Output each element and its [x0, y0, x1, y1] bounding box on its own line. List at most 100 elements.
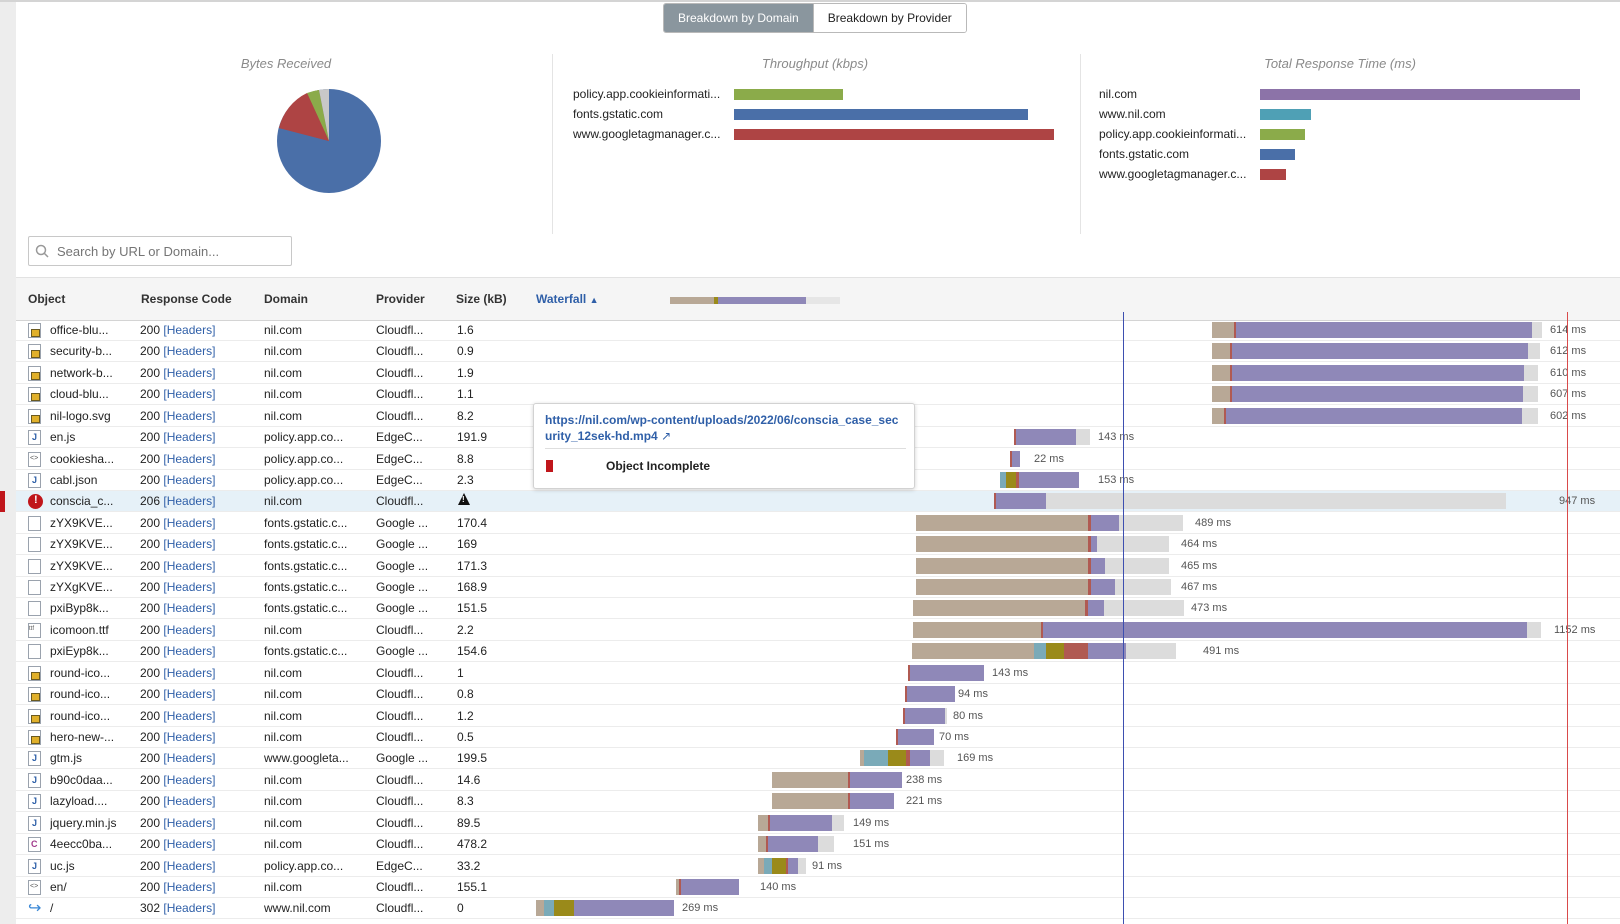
table-row[interactable]: office-blu... 200 [Headers] nil.com Cloudfl… [16, 320, 1620, 341]
headers-link[interactable]: [Headers] [163, 430, 216, 445]
throughput-bar[interactable] [734, 129, 1054, 140]
search-input[interactable] [55, 242, 275, 260]
waterfall-bar[interactable] [772, 771, 902, 788]
col-size[interactable]: Size (kB) [456, 292, 507, 306]
waterfall-bar[interactable] [772, 793, 894, 810]
breakdown-by-provider-button[interactable]: Breakdown by Provider [812, 4, 966, 32]
object-name[interactable]: pxiByp8k... [50, 601, 109, 616]
table-row[interactable]: / 302 [Headers] www.nil.com Cloudfl... 0 269 … [16, 898, 1620, 920]
object-name[interactable]: zYXgKVE... [50, 580, 113, 595]
waterfall-bar[interactable] [896, 728, 934, 745]
table-row[interactable]: security-b... 200 [Headers] nil.com Cloudfl… [16, 341, 1620, 363]
object-name[interactable]: zYX9KVE... [50, 537, 113, 552]
headers-link[interactable]: [Headers] [163, 537, 216, 552]
table-row[interactable]: b90c0daa... 200 [Headers] nil.com Cloudfl..… [16, 770, 1620, 791]
table-row[interactable]: pxiEyp8k... 200 [Headers] fonts.gstatic.c.… [16, 641, 1620, 663]
table-row[interactable]: nil-logo.svg 200 [Headers] nil.com Cloudfl.… [16, 406, 1620, 427]
table-row[interactable]: zYX9KVE... 200 [Headers] fonts.gstatic.c..… [16, 556, 1620, 577]
waterfall-bar[interactable] [758, 857, 806, 874]
object-name[interactable]: network-b... [50, 365, 113, 380]
headers-link[interactable]: [Headers] [163, 879, 216, 894]
table-row[interactable]: zYXgKVE... 200 [Headers] fonts.gstatic.c..… [16, 577, 1620, 599]
headers-link[interactable]: [Headers] [163, 687, 216, 702]
object-name[interactable]: en.js [50, 430, 76, 445]
col-provider[interactable]: Provider [376, 292, 425, 306]
headers-link[interactable]: [Headers] [163, 365, 216, 380]
headers-link[interactable]: [Headers] [163, 558, 216, 573]
object-name[interactable]: uc.js [50, 858, 75, 873]
object-name[interactable]: round-ico... [50, 665, 111, 680]
headers-link[interactable]: [Headers] [163, 580, 216, 595]
headers-link[interactable]: [Headers] [163, 708, 216, 723]
table-row[interactable]: en/200 [Headers] nil.com Cloudfl... 155.1 14… [16, 877, 1620, 898]
headers-link[interactable]: [Headers] [163, 837, 216, 852]
object-name[interactable]: icomoon.ttf [50, 622, 109, 637]
waterfall-bar[interactable] [860, 750, 944, 767]
tooltip-url[interactable]: https://nil.com/wp-content/uploads/2022/… [545, 413, 899, 443]
object-name[interactable]: security-b... [50, 344, 113, 359]
waterfall-bar[interactable] [912, 643, 1176, 660]
waterfall-bar[interactable] [1212, 322, 1542, 338]
headers-link[interactable]: [Headers] [163, 601, 216, 616]
object-name[interactable]: lazyload.... [50, 794, 108, 809]
waterfall-bar[interactable] [758, 836, 834, 853]
headers-link[interactable]: [Headers] [163, 515, 216, 530]
response-time-bar[interactable] [1260, 149, 1295, 160]
headers-link[interactable]: [Headers] [163, 751, 216, 766]
waterfall-bar[interactable] [1010, 450, 1020, 467]
waterfall-bar[interactable] [536, 900, 674, 917]
waterfall-bar[interactable] [905, 686, 955, 703]
object-name[interactable]: en/ [50, 879, 67, 894]
table-row[interactable]: round-ico... 200 [Headers] nil.com Cloudfl.… [16, 706, 1620, 727]
headers-link[interactable]: [Headers] [163, 323, 216, 337]
headers-link[interactable]: [Headers] [163, 729, 216, 744]
object-name[interactable]: cloud-blu... [50, 387, 109, 402]
headers-link[interactable]: [Headers] [163, 815, 216, 830]
table-row[interactable]: jquery.min.js 200 [Headers] nil.com Cloudfl… [16, 813, 1620, 834]
headers-link[interactable]: [Headers] [163, 344, 216, 359]
waterfall-bar[interactable] [916, 557, 1169, 574]
table-row[interactable]: cabl.json 200 [Headers] policy.app.co... Ed… [16, 470, 1620, 491]
waterfall-bar[interactable] [908, 664, 984, 681]
waterfall-bar[interactable] [1212, 364, 1538, 381]
table-row[interactable]: zYX9KVE... 200 [Headers] fonts.gstatic.c..… [16, 513, 1620, 534]
headers-link[interactable]: [Headers] [163, 387, 216, 402]
response-time-bar[interactable] [1260, 109, 1311, 120]
throughput-bar[interactable] [734, 89, 843, 100]
col-domain[interactable]: Domain [264, 292, 309, 306]
waterfall-bar[interactable] [1212, 386, 1538, 403]
waterfall-bar[interactable] [758, 814, 844, 831]
waterfall-bar[interactable] [916, 514, 1183, 531]
headers-link[interactable]: [Headers] [163, 451, 216, 466]
col-response-code[interactable]: Response Code [141, 292, 232, 306]
headers-link[interactable]: [Headers] [163, 858, 216, 873]
breakdown-by-domain-button[interactable]: Breakdown by Domain [664, 4, 813, 32]
object-name[interactable]: conscia_c... [50, 494, 114, 509]
object-name[interactable]: gtm.js [50, 751, 83, 766]
waterfall-bar[interactable] [916, 579, 1171, 596]
throughput-bar[interactable] [734, 109, 1028, 120]
object-name[interactable]: jquery.min.js [50, 815, 117, 830]
response-time-bar[interactable] [1260, 89, 1580, 100]
headers-link[interactable]: [Headers] [163, 622, 216, 637]
table-row[interactable]: uc.js 200 [Headers] policy.app.co... EdgeC.… [16, 856, 1620, 877]
object-name[interactable]: round-ico... [50, 687, 111, 702]
response-time-bar[interactable] [1260, 169, 1286, 180]
waterfall-bar[interactable] [903, 707, 947, 724]
headers-link[interactable]: [Headers] [163, 901, 216, 916]
object-name[interactable]: zYX9KVE... [50, 558, 113, 573]
col-object[interactable]: Object [28, 292, 66, 306]
object-name[interactable]: cabl.json [50, 472, 98, 487]
headers-link[interactable]: [Headers] [163, 772, 216, 787]
object-name[interactable]: nil-logo.svg [50, 408, 111, 423]
waterfall-bar[interactable] [916, 536, 1169, 553]
waterfall-bar[interactable] [1000, 471, 1079, 488]
object-name[interactable]: round-ico... [50, 708, 111, 723]
table-row[interactable]: lazyload.... 200 [Headers] nil.com Cloudfl.… [16, 791, 1620, 813]
col-waterfall[interactable]: Waterfall ▲ [536, 292, 599, 306]
headers-link[interactable]: [Headers] [163, 665, 216, 680]
table-row[interactable]: zYX9KVE... 200 [Headers] fonts.gstatic.c..… [16, 534, 1620, 556]
table-row[interactable]: pxiByp8k... 200 [Headers] fonts.gstatic.c.… [16, 598, 1620, 620]
headers-link[interactable]: [Headers] [163, 472, 216, 487]
response-time-bar[interactable] [1260, 129, 1305, 140]
